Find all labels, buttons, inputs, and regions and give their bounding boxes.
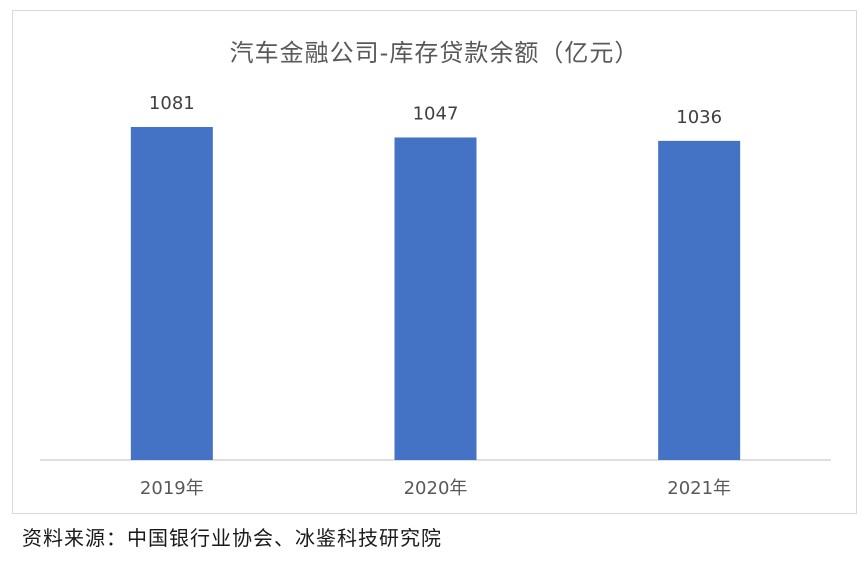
chart-title: 汽车金融公司-库存贷款余额（亿元） (229, 39, 640, 67)
bar-1 (394, 137, 477, 460)
data-label-0: 1081 (149, 93, 195, 114)
data-label-2: 1036 (676, 107, 722, 128)
x-tick-label-1: 2020年 (404, 478, 468, 499)
bar-2 (658, 140, 741, 460)
chart-frame: 汽车金融公司-库存贷款余额（亿元） 1081 2019年 1047 2020年 1036… (12, 10, 857, 514)
source-note: 资料来源：中国银行业协会、冰鉴科技研究院 (22, 526, 442, 550)
x-tick-label-2: 2021年 (667, 478, 731, 499)
bar-0 (130, 127, 213, 460)
bar-chart-plot: 1081 2019年 1047 2020年 1036 2021年 (40, 93, 831, 499)
data-label-1: 1047 (413, 103, 459, 124)
x-tick-label-0: 2019年 (140, 478, 204, 499)
